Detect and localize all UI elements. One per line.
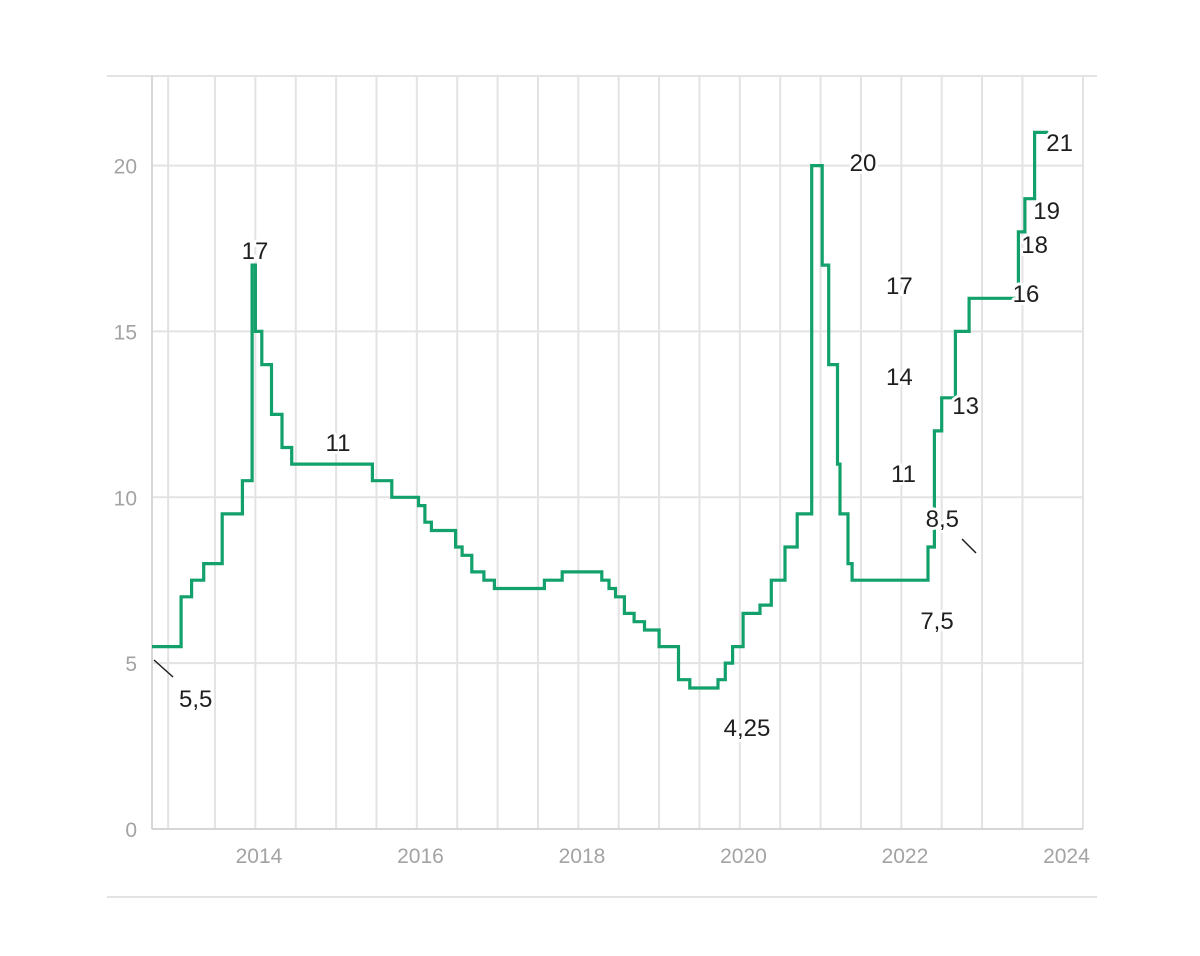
data-label-16: 16 [1013,281,1040,308]
data-label-20: 20 [850,150,877,177]
gridlines [152,76,1084,829]
data-label-17-2014: 17 [242,238,269,265]
y-tick-label-5: 5 [125,653,137,676]
y-tick-label-15: 15 [114,321,137,344]
label-leaders [153,538,977,678]
x-tick-label-2022: 2022 [882,845,929,868]
y-tick-label-10: 10 [114,487,137,510]
x-tick-label-2014: 2014 [236,845,283,868]
data-label-17-2022: 17 [886,273,913,300]
data-label-21: 21 [1046,130,1073,157]
data-label-13: 13 [952,393,979,420]
data-label-18: 18 [1021,232,1048,259]
x-tick-label-2018: 2018 [559,845,606,868]
leader-line-8-5 [961,538,977,554]
data-label-4-25: 4,25 [724,715,771,742]
data-label-8-5: 8,5 [926,506,959,533]
y-tick-label-0: 0 [125,819,137,842]
rate-step-line [152,130,1049,690]
leader-line-5-5 [153,659,174,678]
data-label-11-2015: 11 [326,430,351,457]
data-label-14: 14 [886,364,913,391]
data-label-19: 19 [1033,198,1060,225]
data-label-5-5: 5,5 [179,686,212,713]
data-labels: 5,5 17 11 4,25 20 17 14 11 7,5 8,5 13 16… [176,127,1076,745]
x-tick-label-2016: 2016 [397,845,444,868]
data-label-11-2022: 11 [891,461,916,488]
x-tick-label-2020: 2020 [720,845,767,868]
y-tick-label-20: 20 [114,156,137,179]
x-tick-label-2024: 2024 [1043,845,1090,868]
data-label-7-5: 7,5 [920,608,953,635]
series [152,130,1049,690]
